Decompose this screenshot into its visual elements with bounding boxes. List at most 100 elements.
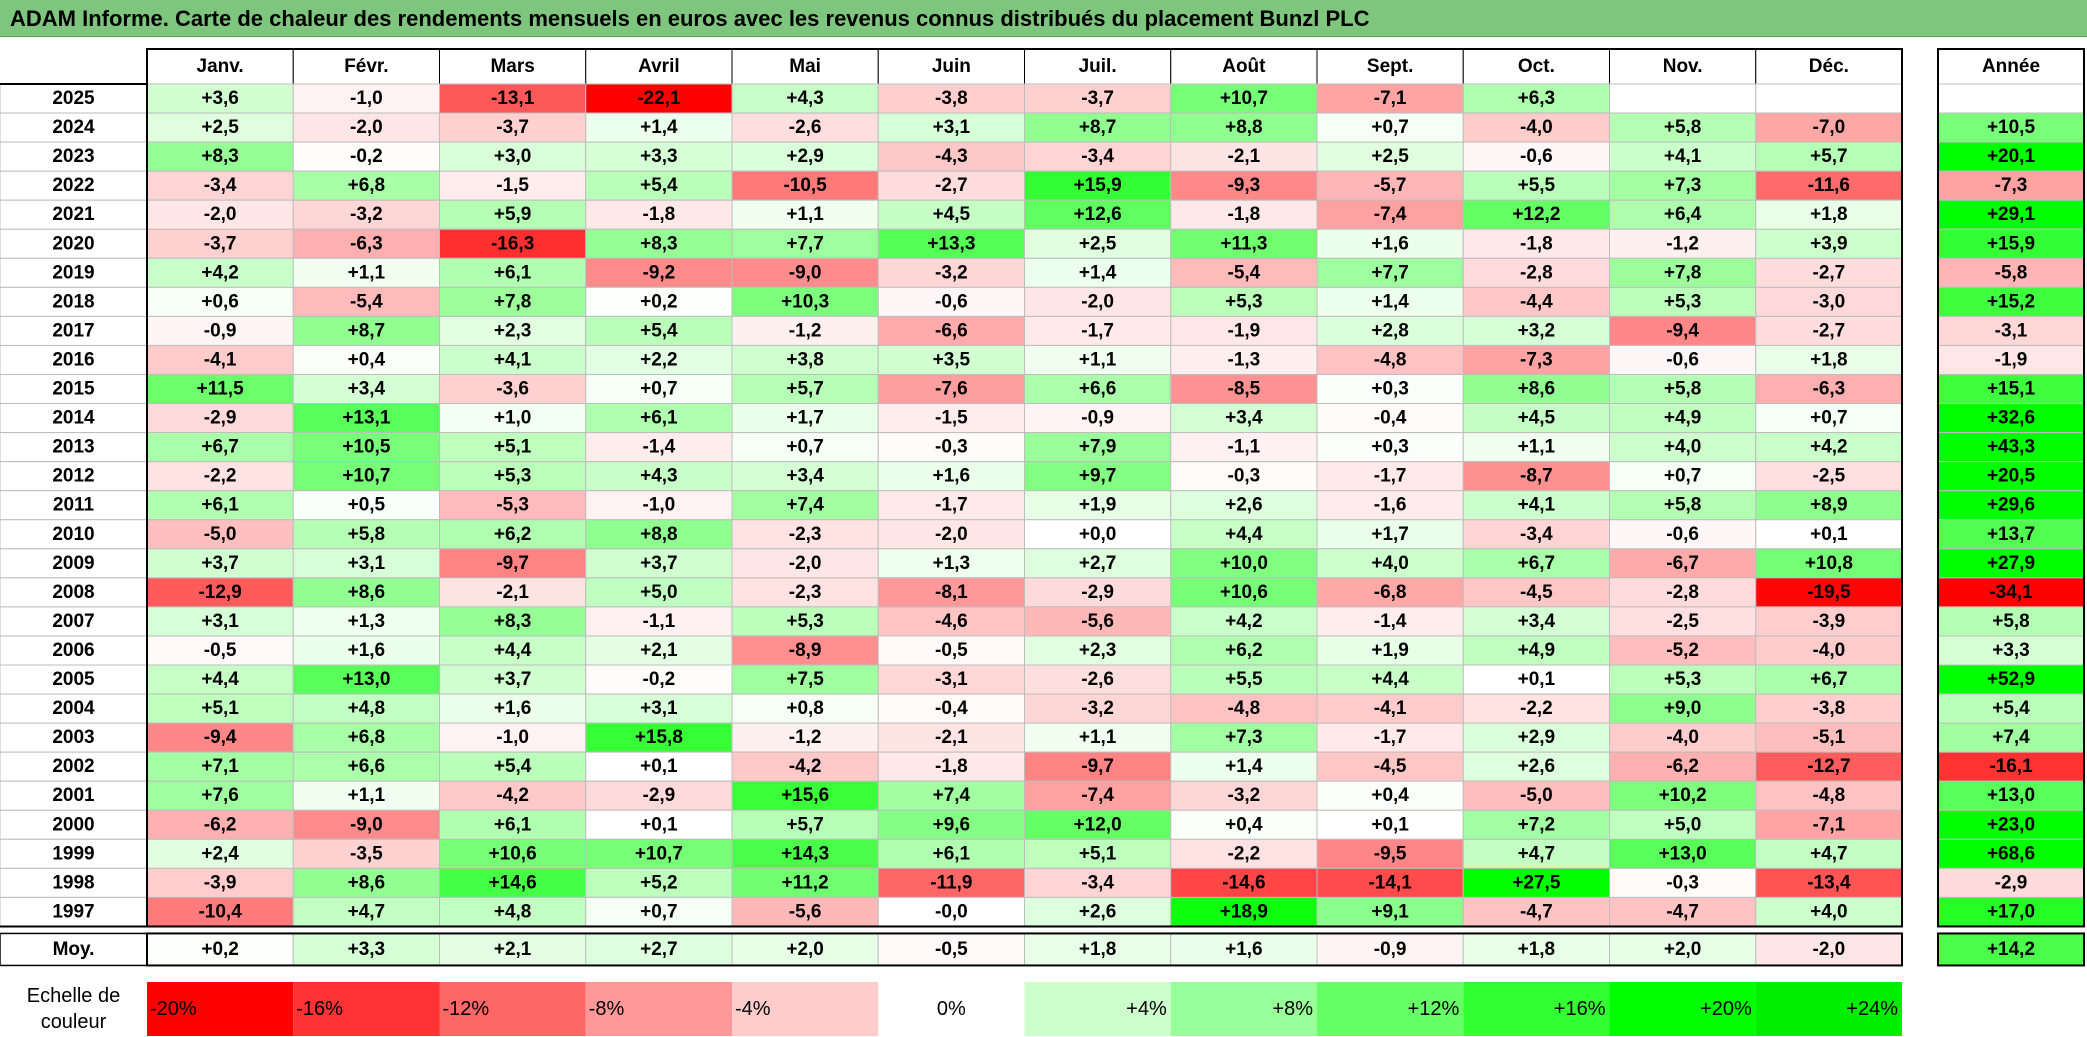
heatmap-cell-value: -7,4 bbox=[1374, 204, 1407, 225]
heatmap-cell-value: -9,0 bbox=[789, 262, 822, 283]
heatmap-cell-value: -5,2 bbox=[1666, 640, 1699, 661]
heatmap-cell-value: +5,1 bbox=[201, 698, 239, 719]
heatmap-cell-value: +5,8 bbox=[1664, 495, 1702, 516]
heatmap-cell bbox=[146, 112, 294, 143]
heatmap-cell-value: +3,2 bbox=[1518, 320, 1556, 341]
heatmap-cell bbox=[731, 519, 879, 550]
heatmap-cell-value: -1,7 bbox=[1374, 466, 1407, 487]
annual-cell-value: -1,9 bbox=[1995, 349, 2028, 370]
scale-swatch-label: -12% bbox=[443, 998, 490, 1020]
heatmap-cell bbox=[1024, 635, 1172, 666]
heatmap-cell-value: +5,3 bbox=[1664, 669, 1702, 690]
heatmap-cell-value: +7,8 bbox=[1664, 262, 1702, 283]
heatmap-cell-value: +13,3 bbox=[927, 233, 975, 254]
heatmap-cell-value: +7,1 bbox=[201, 756, 239, 777]
row-year-label: 2009 bbox=[52, 553, 94, 574]
heatmap-cell bbox=[731, 722, 879, 753]
heatmap-cell-value: -3,9 bbox=[204, 872, 237, 893]
heatmap-cell-value: +6,1 bbox=[640, 408, 678, 429]
heatmap-cell-value: +10,8 bbox=[1805, 553, 1853, 574]
row-year-cell bbox=[0, 780, 148, 811]
heatmap-cell-value: +7,4 bbox=[786, 495, 824, 516]
annual-cell bbox=[1937, 344, 2085, 376]
heatmap-cell-value: -12,9 bbox=[198, 582, 241, 603]
heatmap-cell-value: +4,1 bbox=[1664, 146, 1702, 167]
heatmap-cell-value: +1,6 bbox=[494, 698, 532, 719]
annual-cell bbox=[1937, 896, 2085, 927]
row-year-cell bbox=[0, 228, 148, 259]
heatmap-cell-value: -2,0 bbox=[350, 117, 383, 138]
heatmap-cell bbox=[1024, 780, 1172, 811]
heatmap-cell-value: -0,3 bbox=[1666, 872, 1699, 893]
heatmap-cell bbox=[1755, 519, 1903, 550]
heatmap-cell-value: +12,2 bbox=[1512, 204, 1560, 225]
heatmap-cell-value: -0,3 bbox=[1228, 466, 1261, 487]
heatmap-cell bbox=[1170, 490, 1318, 521]
heatmap-cell-value: -1,1 bbox=[1228, 437, 1261, 458]
heatmap-cell-value: +4,5 bbox=[1518, 408, 1556, 429]
month-header-cell bbox=[877, 48, 1025, 85]
heatmap-cell-value: +5,3 bbox=[786, 611, 824, 632]
heatmap-cell-value: +10,5 bbox=[342, 437, 391, 458]
annual-cell-value: +32,6 bbox=[1987, 408, 2035, 429]
annual-cell-value: -2,9 bbox=[1995, 872, 2028, 893]
month-header-label: Avril bbox=[638, 56, 680, 77]
row-year-label: 2025 bbox=[52, 88, 95, 109]
heatmap-cell-value: +7,2 bbox=[1518, 814, 1556, 835]
annual-cell-value: +43,3 bbox=[1987, 437, 2035, 458]
heatmap-cell-value: +3,4 bbox=[1518, 611, 1556, 632]
month-header-label: Mai bbox=[789, 56, 821, 77]
heatmap-cell-value: +7,6 bbox=[201, 785, 239, 806]
heatmap-cell-value: -1,5 bbox=[935, 408, 968, 429]
heatmap-cell-value: +4,3 bbox=[640, 466, 678, 487]
heatmap-cell-value: +27,5 bbox=[1512, 872, 1561, 893]
heatmap-cell bbox=[1316, 374, 1464, 405]
heatmap-cell-value: +6,3 bbox=[1518, 88, 1556, 109]
heatmap-cell-value: +4,7 bbox=[1810, 843, 1848, 864]
month-header-cell bbox=[1462, 48, 1610, 85]
heatmap-cell-value: +7,4 bbox=[933, 785, 971, 806]
heatmap-cell-value: +2,7 bbox=[1079, 553, 1117, 574]
heatmap-cell bbox=[877, 751, 1025, 782]
heatmap-cell bbox=[146, 170, 294, 201]
heatmap-cell-value: +10,3 bbox=[781, 291, 829, 312]
heatmap-cell bbox=[439, 664, 587, 695]
heatmap-cell bbox=[1609, 722, 1757, 753]
row-year-label: 1999 bbox=[52, 843, 94, 864]
heatmap-cell-value: -1,7 bbox=[935, 495, 968, 516]
heatmap-cell-value: +0,3 bbox=[1371, 437, 1409, 458]
row-year-label: 2013 bbox=[52, 437, 94, 458]
heatmap-cell bbox=[877, 635, 1025, 666]
month-header-label: Nov. bbox=[1663, 56, 1703, 77]
heatmap-cell bbox=[146, 838, 294, 869]
heatmap-cell bbox=[1609, 519, 1757, 550]
heatmap-cell bbox=[1024, 519, 1172, 550]
heatmap-cell-value: +6,7 bbox=[201, 437, 239, 458]
heatmap-cell bbox=[731, 461, 879, 492]
heatmap-cell-value: +8,3 bbox=[494, 611, 532, 632]
heatmap-cell-value: +4,7 bbox=[1518, 843, 1556, 864]
heatmap-cell-value: -10,4 bbox=[198, 901, 242, 922]
heatmap-cell bbox=[1609, 83, 1757, 114]
heatmap-cell-value: +3,1 bbox=[933, 117, 971, 138]
heatmap-cell-value: -9,7 bbox=[496, 553, 529, 574]
heatmap-cell-value: +3,7 bbox=[494, 669, 532, 690]
heatmap-cell bbox=[1755, 896, 1903, 927]
average-label: Moy. bbox=[53, 939, 95, 960]
heatmap-cell bbox=[439, 112, 587, 143]
heatmap-cell-value: +6,1 bbox=[201, 495, 239, 516]
heatmap-cell bbox=[585, 722, 733, 753]
heatmap-cell-value: +4,4 bbox=[1225, 524, 1263, 545]
row-year-label: 2000 bbox=[52, 814, 94, 835]
heatmap-cell-value: +2,5 bbox=[1371, 146, 1409, 167]
annual-cell-value: +52,9 bbox=[1987, 669, 2035, 690]
annual-cell-value: +10,5 bbox=[1987, 117, 2036, 138]
heatmap-cell bbox=[585, 693, 733, 724]
heatmap-cell-value: -4,8 bbox=[1374, 349, 1407, 370]
heatmap-cell-value: +4,1 bbox=[494, 349, 532, 370]
heatmap-cell bbox=[585, 838, 733, 869]
average-cell-value: +2,0 bbox=[786, 939, 824, 960]
heatmap-cell-value: -1,7 bbox=[1374, 727, 1407, 748]
heatmap-cell bbox=[1755, 606, 1903, 637]
heatmap-cell-value: -4,3 bbox=[935, 146, 968, 167]
